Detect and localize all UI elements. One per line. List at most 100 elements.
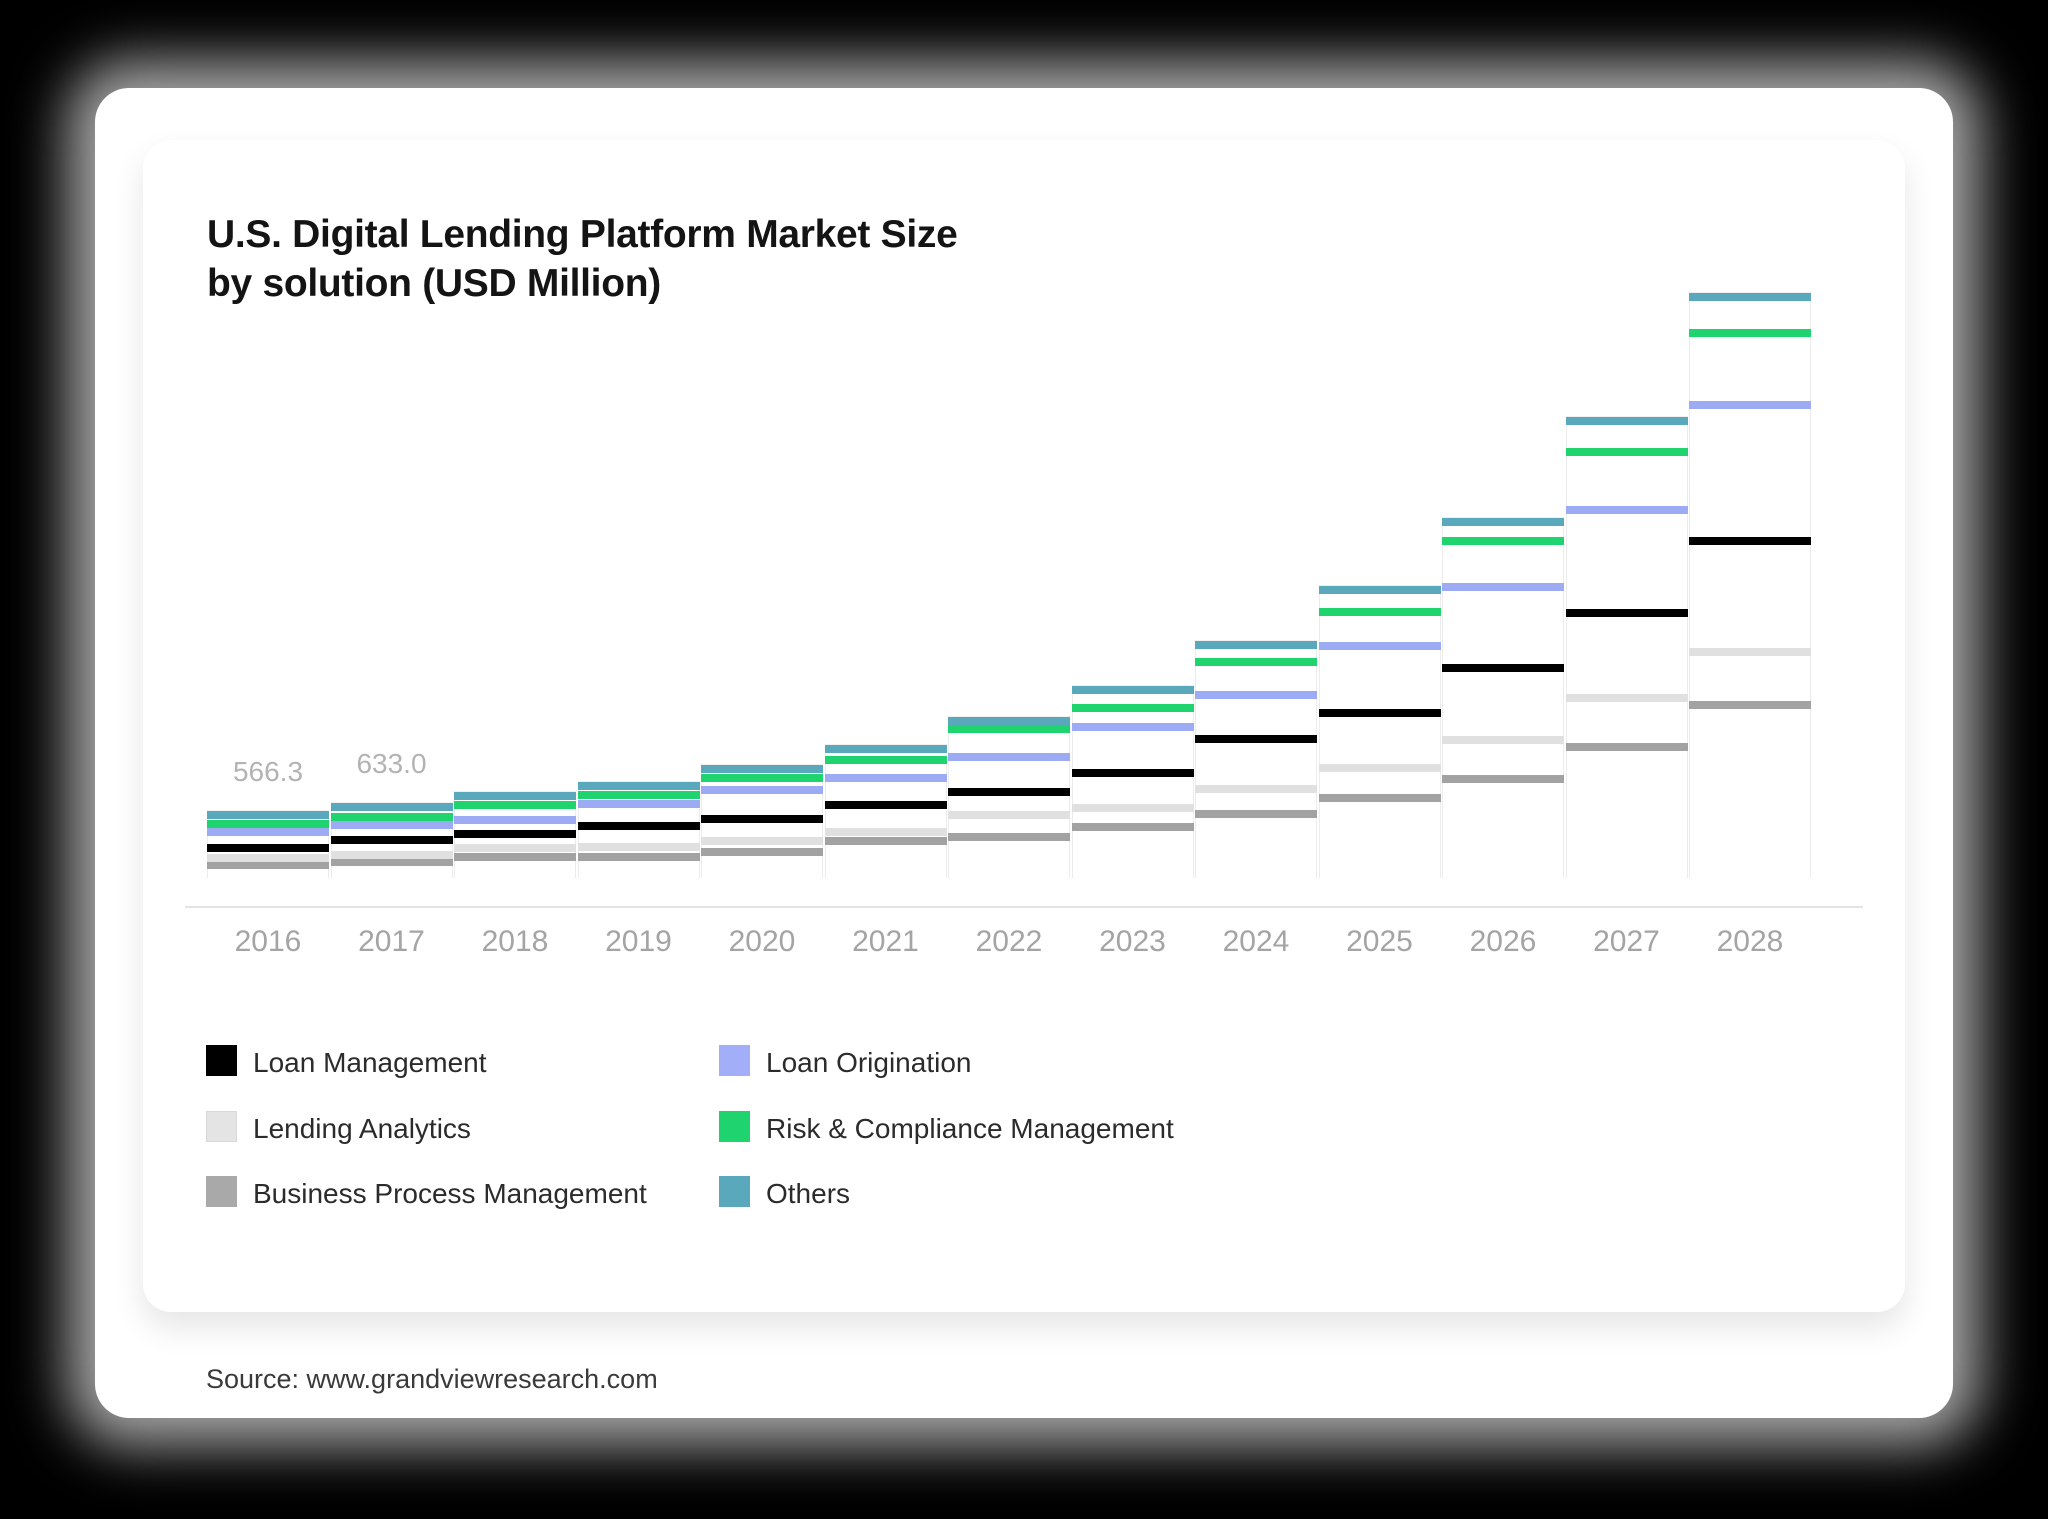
legend-label: Risk & Compliance Management bbox=[766, 1113, 1174, 1144]
segment-top-stripe bbox=[207, 828, 329, 837]
x-axis-label-2016: 2016 bbox=[234, 925, 302, 958]
legend-swatch bbox=[206, 1176, 237, 1207]
segment-top-stripe bbox=[948, 752, 1070, 761]
x-axis-label-2024: 2024 bbox=[1222, 925, 1290, 958]
segment-top-stripe bbox=[1195, 809, 1317, 818]
segment-top-stripe bbox=[824, 827, 947, 836]
segment-top-stripe bbox=[1071, 822, 1194, 831]
source-text: Source: www.grandviewresearch.com bbox=[206, 1364, 658, 1394]
segment-top-stripe bbox=[824, 836, 947, 845]
segment-top-stripe bbox=[1442, 663, 1564, 672]
segment-top-stripe bbox=[1195, 784, 1317, 793]
segment-top-stripe bbox=[1565, 742, 1688, 751]
segment-top-stripe bbox=[1689, 292, 1811, 301]
legend-label: Loan Origination bbox=[766, 1047, 972, 1078]
segment-top-stripe bbox=[577, 799, 700, 808]
segment-top-stripe bbox=[207, 854, 329, 863]
segment-top-stripe bbox=[824, 744, 947, 753]
bar-2022 bbox=[948, 715, 1070, 878]
segment-top-stripe bbox=[330, 802, 453, 811]
bar-2027 bbox=[1565, 415, 1688, 878]
chart-title-line1: U.S. Digital Lending Platform Market Siz… bbox=[207, 213, 958, 256]
bar-2017 bbox=[330, 801, 453, 878]
segment-top-stripe bbox=[577, 781, 700, 790]
bar-2016 bbox=[207, 810, 329, 878]
segment-top-stripe bbox=[1318, 607, 1441, 616]
segment-top-stripe bbox=[1318, 793, 1441, 802]
bar-2025 bbox=[1318, 585, 1441, 878]
segment-top-stripe bbox=[330, 820, 453, 829]
data-label-2016: 566.3 bbox=[232, 756, 304, 788]
segment-top-stripe bbox=[948, 716, 1070, 725]
x-axis-label-2027: 2027 bbox=[1593, 925, 1660, 958]
x-axis-label-2028: 2028 bbox=[1716, 925, 1784, 958]
segment-top-stripe bbox=[1071, 803, 1194, 812]
chart-title: U.S. Digital Lending Platform Market Siz… bbox=[207, 210, 1107, 308]
segment-top-stripe bbox=[577, 821, 700, 830]
segment-top-stripe bbox=[1071, 703, 1194, 712]
segment-top-stripe bbox=[948, 724, 1070, 733]
segment-top-stripe bbox=[948, 787, 1070, 796]
segment-top-stripe bbox=[1689, 647, 1811, 656]
x-axis-label-2019: 2019 bbox=[605, 925, 672, 958]
legend-swatch bbox=[719, 1111, 750, 1142]
segment-top-stripe bbox=[1071, 768, 1194, 777]
x-axis-line bbox=[185, 906, 1863, 908]
legend-swatch bbox=[719, 1045, 750, 1076]
segment-top-stripe bbox=[330, 857, 453, 866]
legend-label: Lending Analytics bbox=[253, 1113, 471, 1144]
segment-top-stripe bbox=[454, 852, 576, 861]
segment-top-stripe bbox=[1071, 685, 1194, 694]
segment-top-stripe bbox=[1318, 586, 1441, 594]
segment-top-stripe bbox=[1565, 447, 1688, 456]
x-axis-label-2020: 2020 bbox=[728, 925, 796, 958]
legend-label: Others bbox=[766, 1178, 851, 1209]
legend-label: Loan Management bbox=[253, 1047, 487, 1078]
segment-top-stripe bbox=[1318, 708, 1441, 717]
segment-top-stripe bbox=[1442, 735, 1564, 744]
segment-top-stripe bbox=[701, 785, 823, 794]
segment-top-stripe bbox=[1689, 400, 1811, 409]
bar-2023 bbox=[1071, 684, 1194, 878]
segment-top-stripe bbox=[1442, 774, 1564, 783]
bar-2028 bbox=[1689, 291, 1811, 878]
segment-top-stripe bbox=[577, 790, 700, 799]
legend-swatch bbox=[206, 1111, 237, 1142]
segment-top-stripe bbox=[330, 812, 453, 821]
segment-top-stripe bbox=[330, 851, 453, 859]
segment-top-stripe bbox=[1318, 641, 1441, 650]
segment-top-stripe bbox=[454, 791, 576, 800]
segment-top-stripe bbox=[1565, 505, 1688, 514]
segment-top-stripe bbox=[330, 836, 453, 844]
segment-top-stripe bbox=[1689, 700, 1811, 709]
segment-top-stripe bbox=[454, 843, 576, 852]
segment-top-stripe bbox=[454, 800, 576, 809]
segment-top-stripe bbox=[207, 860, 329, 869]
bar-2019 bbox=[577, 780, 700, 878]
segment-top-stripe bbox=[1195, 734, 1317, 743]
x-axis-label-2018: 2018 bbox=[481, 925, 549, 958]
segment-top-stripe bbox=[1318, 763, 1441, 772]
segment-top-stripe bbox=[1689, 328, 1811, 337]
x-axis-label-2017: 2017 bbox=[358, 925, 425, 958]
bar-2018 bbox=[454, 790, 576, 878]
x-axis-label-2021: 2021 bbox=[852, 925, 919, 958]
segment-top-stripe bbox=[701, 814, 823, 823]
segment-top-stripe bbox=[1565, 608, 1688, 617]
segment-top-stripe bbox=[824, 755, 947, 764]
segment-top-stripe bbox=[701, 848, 823, 857]
x-axis-label-2023: 2023 bbox=[1099, 925, 1166, 958]
segment-top-stripe bbox=[1195, 690, 1317, 699]
bar-2020 bbox=[701, 763, 823, 878]
segment-top-stripe bbox=[1565, 416, 1688, 425]
segment-top-stripe bbox=[1689, 536, 1811, 545]
chart-title-line2: by solution (USD Million) bbox=[207, 262, 661, 305]
segment-top-stripe bbox=[454, 815, 576, 824]
segment-top-stripe bbox=[948, 811, 1070, 820]
bar-2024 bbox=[1195, 639, 1317, 878]
x-axis-label-2022: 2022 bbox=[975, 925, 1043, 958]
segment-top-stripe bbox=[701, 836, 823, 845]
segment-top-stripe bbox=[207, 844, 329, 853]
